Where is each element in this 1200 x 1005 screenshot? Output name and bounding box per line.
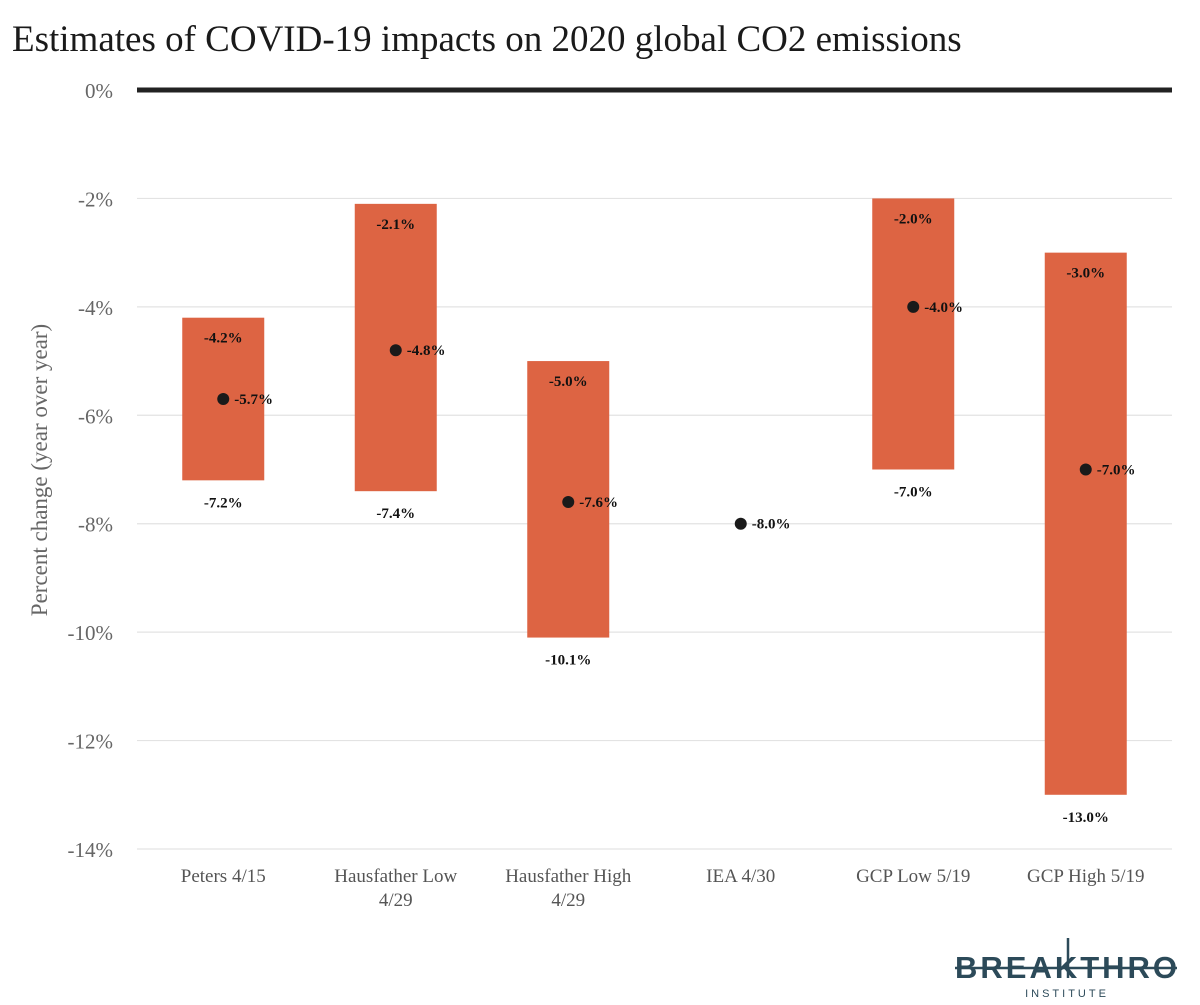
x-category-label: Hausfather Low <box>334 866 457 887</box>
x-category-label: 4/29 <box>379 890 413 911</box>
x-category-label: 4/29 <box>551 890 585 911</box>
range-bar <box>872 198 955 470</box>
y-tick-label: -2% <box>78 187 113 211</box>
central-estimate-point <box>389 344 402 357</box>
category-labels: Peters 4/15 Hausfather Low 4/29 Hausfather … <box>181 866 1145 911</box>
x-category-label: IEA 4/30 <box>706 866 775 887</box>
x-category-label: Peters 4/15 <box>181 866 266 887</box>
y-axis-ticks: 0% -2% -4% -6% -8% -10% -12% -14% <box>68 79 114 862</box>
y-tick-label: -12% <box>68 730 114 754</box>
y-tick-label: -8% <box>78 513 113 537</box>
chart-title: Estimates of COVID-19 impacts on 2020 gl… <box>12 19 962 60</box>
central-estimate-label: -4.0% <box>924 300 963 316</box>
x-category-label: Hausfather High <box>505 866 632 887</box>
y-tick-label: -14% <box>68 838 114 862</box>
x-category-label: GCP High 5/19 <box>1027 866 1145 887</box>
range-low-label: -7.4% <box>376 506 415 522</box>
breakthrough-institute-logo: BREAKTHROUGH INSTITUTE <box>955 938 1180 1000</box>
central-estimate-label: -7.0% <box>1097 463 1136 479</box>
range-low-label: -7.0% <box>894 485 933 501</box>
central-estimate-point <box>907 300 920 313</box>
range-high-label: -2.0% <box>894 211 933 227</box>
range-bars <box>182 198 1127 795</box>
range-low-label: -10.1% <box>545 653 591 669</box>
gridlines <box>137 197 1172 850</box>
range-low-label: -13.0% <box>1063 810 1109 826</box>
y-tick-label: 0% <box>85 79 113 103</box>
central-estimate-label: -7.6% <box>579 495 618 511</box>
central-estimate-label: -4.8% <box>407 343 446 359</box>
central-estimate-point <box>1079 463 1092 476</box>
range-high-label: -4.2% <box>204 331 243 347</box>
central-estimate-label: -8.0% <box>752 517 791 533</box>
range-high-label: -3.0% <box>1066 266 1105 282</box>
central-estimate-point <box>562 496 575 509</box>
y-tick-label: -10% <box>68 621 114 645</box>
range-high-label: -2.1% <box>376 217 415 233</box>
logo-subtitle: INSTITUTE <box>1025 988 1109 1000</box>
y-axis-title: Percent change (year over year) <box>27 324 52 616</box>
range-high-label: -5.0% <box>549 374 588 390</box>
central-estimate-label: -5.7% <box>234 392 273 408</box>
x-category-label: GCP Low 5/19 <box>856 866 970 887</box>
y-tick-label: -4% <box>78 296 113 320</box>
central-estimate-point <box>734 517 747 530</box>
central-estimate-point <box>217 393 230 406</box>
range-low-label: -7.2% <box>204 495 243 511</box>
y-tick-label: -6% <box>78 404 113 428</box>
data-labels: -4.2% -7.2% -5.7% -2.1% -7.4% -4.8% -5.0% -10.1… <box>204 211 1136 825</box>
range-bar <box>1044 252 1127 795</box>
